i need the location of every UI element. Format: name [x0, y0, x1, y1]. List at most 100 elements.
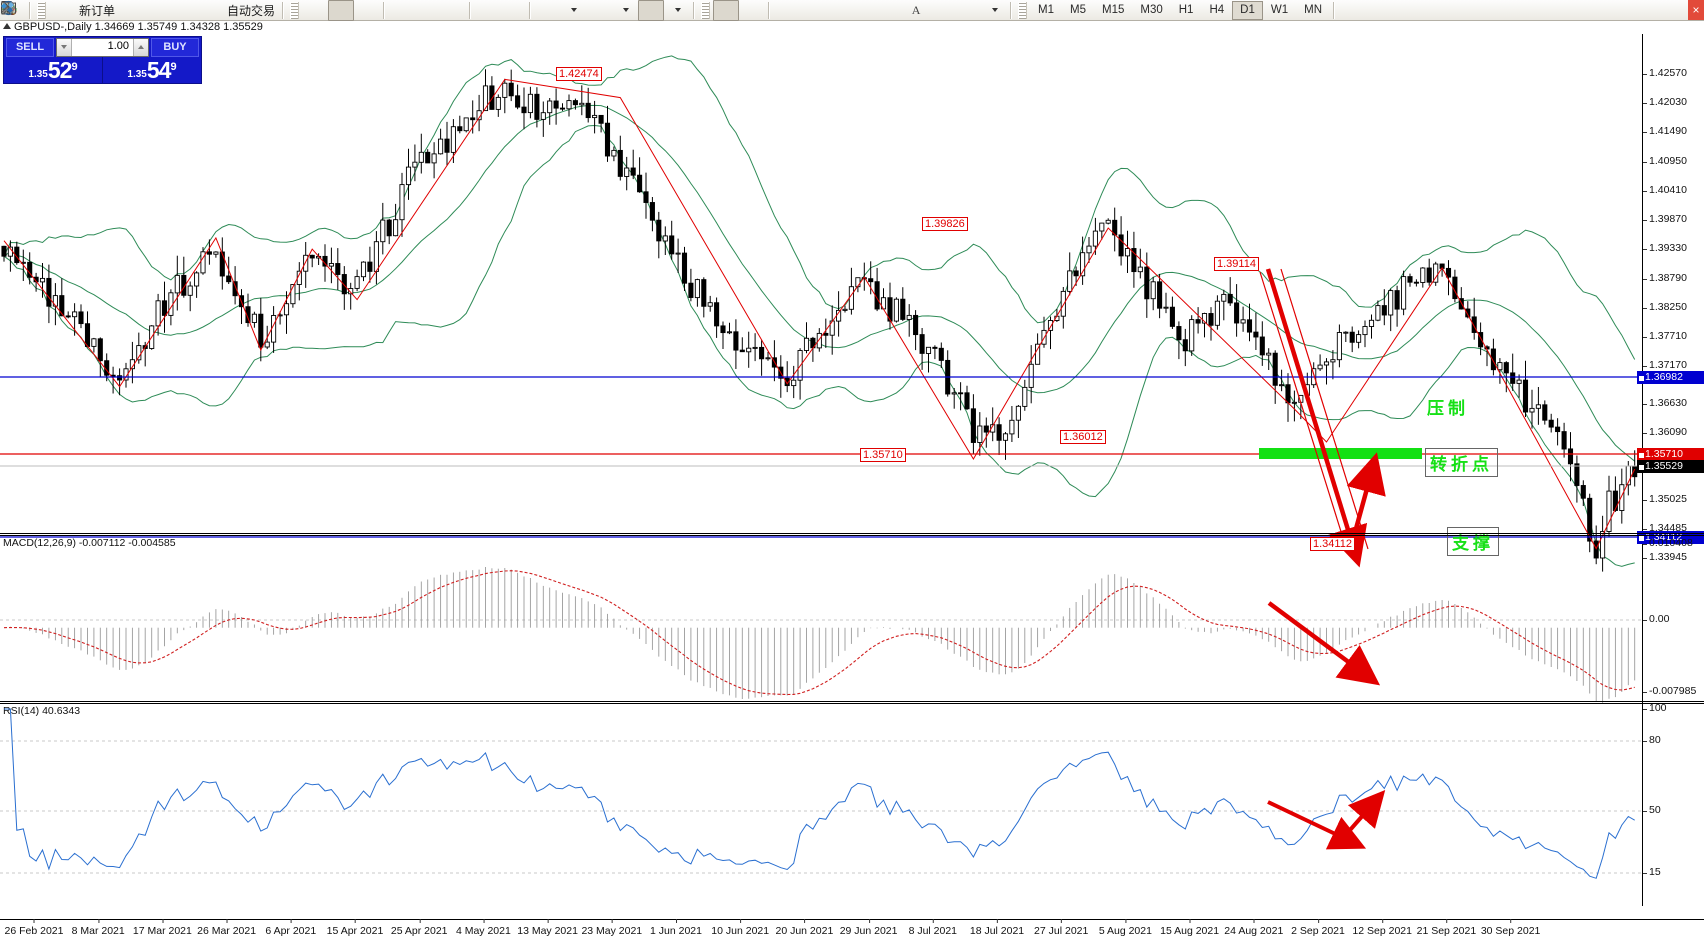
terminal-icon[interactable]: [1, 0, 171, 21]
chart-area[interactable]: GBPUSD-,Daily 1.34669 1.35749 1.34328 1.…: [0, 21, 1704, 941]
rsi-rebound-arrow[interactable]: [1341, 789, 1386, 840]
annotation-support[interactable]: 支撑: [1447, 527, 1499, 556]
grid-icon[interactable]: [1, 0, 466, 21]
crosshair-icon[interactable]: [2, 0, 765, 21]
macd-downtrend-arrow[interactable]: [1267, 601, 1381, 686]
price-chart-canvas: [0, 55, 1642, 572]
chevron-down-icon[interactable]: [560, 0, 586, 21]
annotation-turning-point[interactable]: 转折点: [1425, 448, 1498, 477]
equidistant-channel-icon[interactable]: E: [1, 0, 877, 21]
line-chart-icon[interactable]: [1, 0, 380, 21]
swing-price-label[interactable]: 1.36012: [1060, 430, 1106, 444]
swing-price-label[interactable]: 1.35710: [860, 448, 906, 462]
green-zone-highlight[interactable]: [1259, 448, 1422, 459]
new-order-icon[interactable]: [1, 0, 75, 21]
templates-icon[interactable]: [1, 0, 665, 21]
timeframe-mn[interactable]: MN: [1304, 4, 1322, 16]
buy-button[interactable]: BUY: [151, 37, 199, 57]
downtrend-channel-line[interactable]: [1259, 271, 1349, 555]
close-icon[interactable]: ×: [1688, 0, 1704, 20]
buy-price-sup: 9: [170, 61, 177, 73]
timeframe-w1[interactable]: W1: [1270, 4, 1289, 16]
symbol-info-text: GBPUSD-,Daily 1.34669 1.35749 1.34328 1.…: [14, 21, 263, 33]
date-tick: 30 Sep 2021: [1480, 919, 1541, 937]
annotation-resistance[interactable]: 压制: [1427, 399, 1469, 419]
zoom-in-icon[interactable]: [1, 0, 414, 21]
rebound-arrow[interactable]: [1346, 452, 1386, 548]
rsi-downtrend-arrow[interactable]: [1267, 800, 1367, 850]
date-tick: 8 Mar 2021: [71, 919, 125, 937]
chevron-down-icon-2[interactable]: [612, 0, 638, 21]
autotrading-label[interactable]: 自动交易: [227, 3, 276, 18]
downtrend-channel-line-2[interactable]: [1280, 268, 1369, 550]
bollinger-lower-band: [3, 124, 1635, 567]
signal-icon[interactable]: [1, 0, 197, 21]
price-marker-label[interactable]: 1.36982: [1637, 370, 1704, 384]
date-tick: 13 May 2021: [517, 919, 578, 937]
objects-icon[interactable]: [1, 0, 981, 21]
pane-divider-macd-top: [0, 533, 1704, 534]
bar-chart-icon[interactable]: [1, 0, 328, 21]
text-icon[interactable]: A: [911, 2, 921, 17]
price-marker-label[interactable]: 1.35710: [1637, 447, 1704, 461]
date-scale[interactable]: 26 Feb 2021 8 Mar 2021 17 Mar 2021 26 Mar 2…: [0, 919, 1704, 941]
volume-decrement-button[interactable]: [57, 38, 72, 56]
timeframe-m30[interactable]: M30: [1140, 4, 1163, 16]
timeframe-m1[interactable]: M1: [1038, 4, 1055, 16]
vertical-line-icon[interactable]: [7, 0, 799, 21]
cursor-icon[interactable]: [3, 0, 740, 21]
macd-histogram: [9, 567, 1636, 703]
fibonacci-icon[interactable]: F: [2, 0, 903, 21]
timeframe-d1[interactable]: D1: [1232, 0, 1263, 20]
toolbar-grip-4[interactable]: [1018, 1, 1028, 19]
periods-icon[interactable]: [1, 0, 612, 21]
price-scale[interactable]: 1.42570 1.42030 1.41490 1.40950 1.40410 1.398…: [1637, 34, 1704, 906]
sell-price-big: 52: [47, 57, 73, 83]
expert-advisor-icon[interactable]: [1, 0, 145, 21]
swing-price-label[interactable]: 1.34112: [1310, 537, 1355, 551]
timeframe-h4[interactable]: H4: [1209, 4, 1225, 16]
swing-price-label[interactable]: 1.39826: [922, 217, 968, 231]
chevron-down-icon-3[interactable]: [664, 0, 690, 21]
rsi-label: RSI(14) 40.6343: [3, 705, 81, 717]
date-tick: 2 Sep 2021: [1291, 919, 1345, 937]
horizontal-line-icon[interactable]: [2, 0, 825, 21]
sell-price[interactable]: 1.35 52 9: [4, 57, 102, 83]
swing-price-label[interactable]: 1.42474: [556, 67, 602, 81]
toolbar-grip-2[interactable]: [290, 1, 300, 19]
volume-stepper[interactable]: 1.00: [56, 37, 149, 57]
downtrend-arrow-main[interactable]: [1265, 268, 1368, 568]
price-tick: 1.40950: [1643, 155, 1687, 167]
indicators-icon[interactable]: [1, 0, 560, 21]
volume-input[interactable]: 1.00: [107, 39, 129, 52]
swing-price-label[interactable]: 1.39114: [1214, 257, 1259, 271]
chevron-down-icon-4[interactable]: [981, 0, 1007, 21]
collapse-triangle-icon[interactable]: [3, 23, 11, 29]
toolbar-separator: [29, 1, 31, 19]
toolbar-grip-3[interactable]: [701, 1, 711, 19]
zoom-out-icon[interactable]: [1, 0, 440, 21]
date-tick: 25 Apr 2021: [390, 919, 448, 937]
toolbar-grip[interactable]: [37, 1, 46, 19]
timeframe-m5[interactable]: M5: [1070, 4, 1086, 16]
toolbar-separator-2: [282, 1, 285, 19]
timeframe-m15[interactable]: M15: [1102, 4, 1125, 16]
one-click-trading-panel[interactable]: SELL 1.00 BUY 1.35 52 9 1.35 54 9: [3, 36, 202, 84]
trendline-icon[interactable]: [2, 0, 851, 21]
zigzag-indicator: [3, 78, 1636, 550]
sell-button[interactable]: SELL: [6, 37, 54, 57]
timeframe-h1[interactable]: H1: [1178, 4, 1194, 16]
text-label-icon[interactable]: T: [2, 0, 955, 21]
buy-price[interactable]: 1.35 54 9: [103, 57, 201, 83]
pane-divider-rsi-top2: [0, 703, 1704, 704]
price-tick: 1.42570: [1643, 67, 1687, 79]
autotrading-icon[interactable]: [1, 0, 223, 21]
volume-increment-button[interactable]: [133, 38, 148, 56]
chart-shift-icon[interactable]: [1, 0, 500, 21]
bollinger-middle-band: [3, 104, 1636, 462]
new-order-label[interactable]: 新订单: [79, 3, 116, 18]
candlestick-chart-icon[interactable]: [1, 0, 355, 21]
scale-tick: 0.00: [1643, 613, 1669, 625]
auto-scroll-icon[interactable]: [1, 0, 526, 21]
oct-controls-row: SELL 1.00 BUY: [4, 37, 201, 57]
